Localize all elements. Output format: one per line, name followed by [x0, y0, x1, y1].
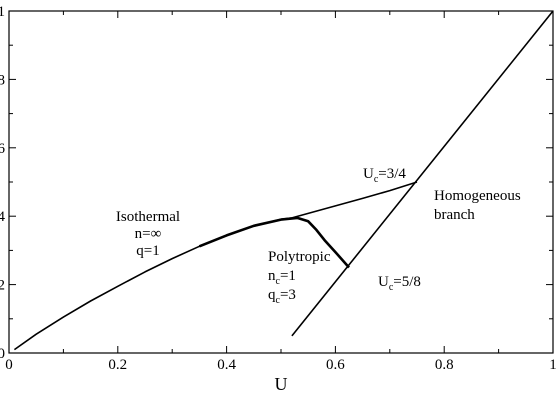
x-tick-label: 0.2	[108, 357, 127, 373]
annotation-line: Isothermal	[116, 209, 180, 225]
annotation-subscript: c	[389, 282, 394, 293]
annotation-line: nc=1	[268, 268, 296, 287]
series-group	[13, 10, 554, 351]
annotations: Isothermal n=∞ q=1 Polytropic nc=1 qc=3Homoge…	[116, 166, 521, 306]
annotation-text: Homogeneous	[434, 188, 521, 204]
y-tick-label: 0.2	[0, 278, 5, 294]
series-line-2	[291, 10, 554, 337]
annotation-polytropic: Polytropic nc=1 qc=3	[268, 249, 331, 306]
y-tick-label: 1	[0, 4, 5, 20]
annotation-line: Homogeneous	[434, 188, 521, 204]
x-tick-label: 0	[5, 357, 13, 373]
annotation-text-after: =1	[280, 268, 296, 284]
series-line-3	[198, 216, 350, 269]
annotation-subscript: c	[276, 295, 281, 306]
annotation-text: U	[378, 274, 389, 290]
axis-ticks	[8, 10, 554, 354]
annotation-subscript: c	[276, 276, 281, 287]
x-tick-label: 1	[549, 357, 557, 373]
y-tick-label: 0	[0, 346, 5, 362]
x-axis-label: U	[275, 374, 288, 394]
annotation-text: n=∞	[135, 226, 162, 242]
annotation-text: q=1	[136, 243, 159, 259]
annotation-line: Uc=5/8	[378, 274, 421, 293]
y-tick-label: 0.8	[0, 72, 5, 88]
annotation-line: Uc=3/4	[363, 166, 406, 185]
tick-labels: 0 0.2 0.4 0.6 0.8 1 0 0.2 0.4 0.6 0.8 1	[0, 4, 557, 373]
annotation-text-after: =3	[280, 287, 296, 303]
series-line-1	[291, 181, 418, 219]
annotation-text: U	[363, 166, 374, 182]
annotation-text: branch	[434, 207, 475, 223]
y-tick-label: 0.6	[0, 141, 6, 157]
y-tick-label: 0.4	[0, 209, 6, 225]
annotation-text: Polytropic	[268, 249, 331, 265]
annotation-text-after: =5/8	[393, 274, 421, 290]
annotation-isothermal: Isothermal n=∞ q=1	[116, 209, 180, 259]
annotation-line: branch	[434, 207, 475, 223]
x-tick-label: 0.4	[217, 357, 236, 373]
annotation-homogeneous: Homogeneous branch	[434, 188, 521, 223]
annotation-line: n=∞	[135, 226, 162, 242]
x-tick-label: 0.8	[435, 357, 454, 373]
annotation-text-after: =3/4	[378, 166, 406, 182]
annotation-line: q=1	[136, 243, 159, 259]
annotation-subscript: c	[374, 174, 379, 185]
annotation-line: Polytropic	[268, 249, 331, 265]
annotation-text: n	[268, 268, 276, 284]
annotation-uc34: Uc=3/4	[363, 166, 406, 185]
annotation-text: q	[268, 287, 276, 303]
x-tick-label: 0.6	[326, 357, 345, 373]
annotation-text: Isothermal	[116, 209, 180, 225]
annotation-uc58: Uc=5/8	[378, 274, 421, 293]
annotation-line: qc=3	[268, 287, 296, 306]
